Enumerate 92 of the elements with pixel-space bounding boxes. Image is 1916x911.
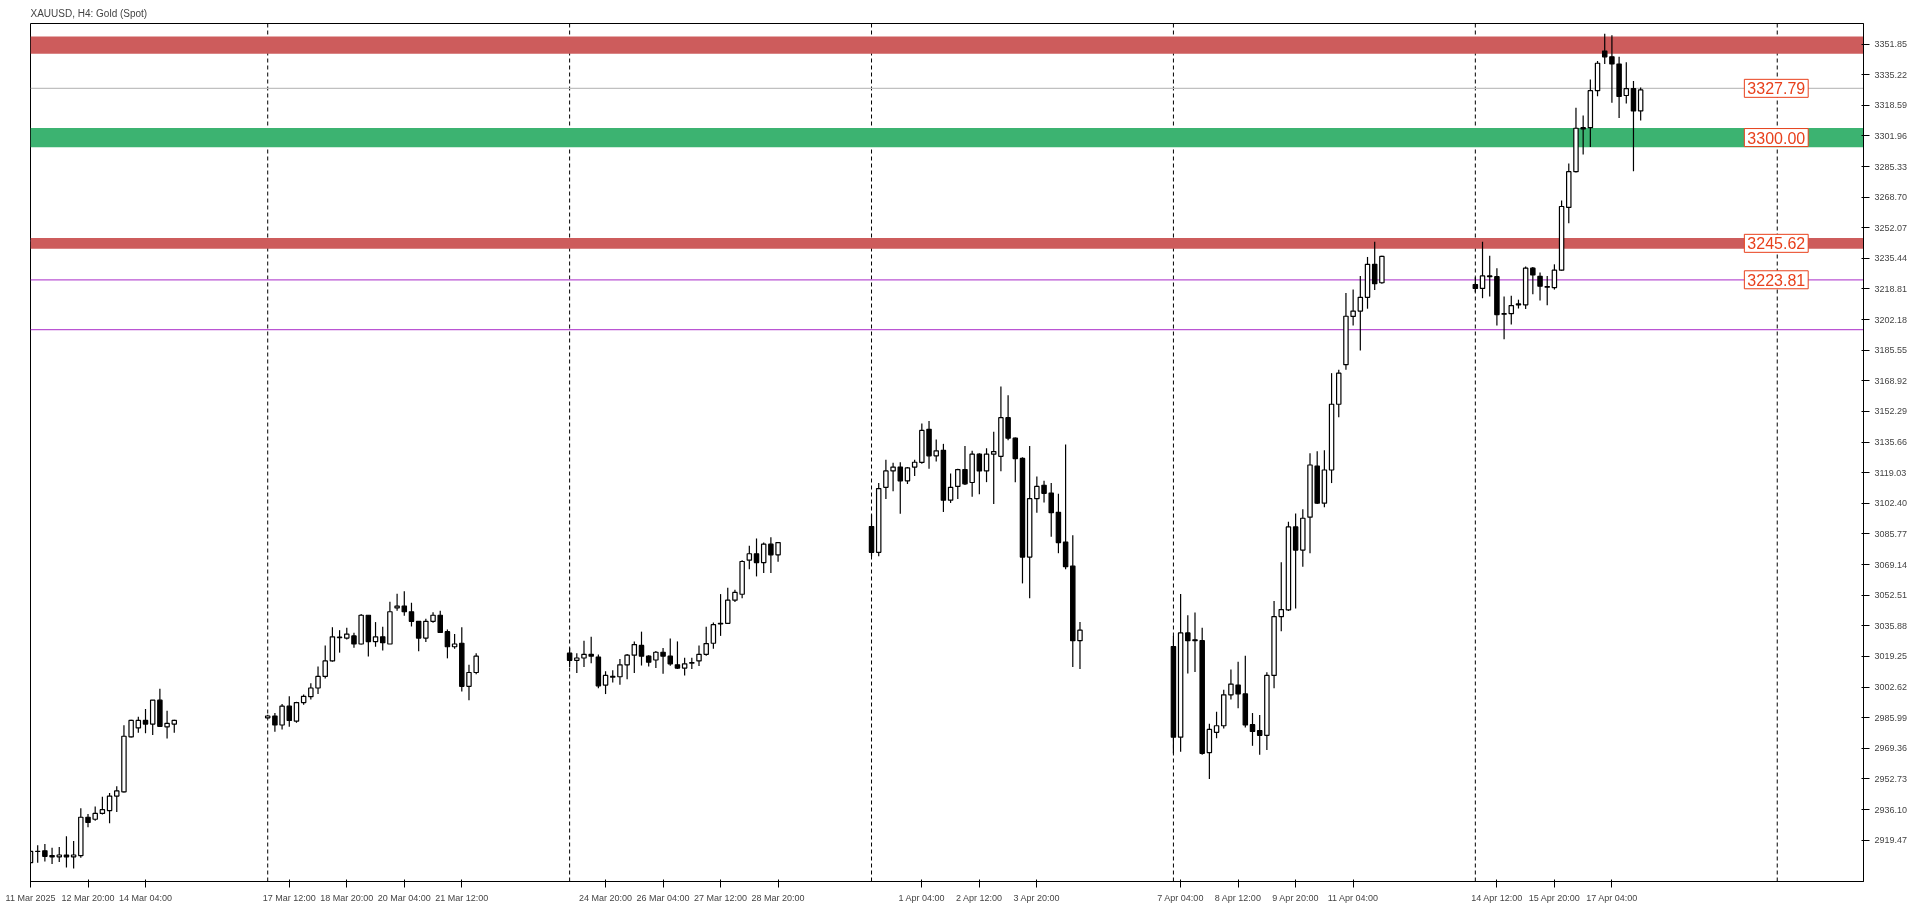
band-label: 3300.00 bbox=[1747, 129, 1806, 147]
x-tick-label: 20 Mar 04:00 bbox=[377, 892, 431, 903]
candlestick bbox=[710, 621, 717, 650]
ref-line-label: 3327.79 bbox=[1747, 80, 1806, 98]
candlestick bbox=[624, 653, 630, 680]
candlestick bbox=[1479, 241, 1486, 299]
candlestick bbox=[1544, 275, 1550, 306]
y-tick-label: 3052.51 bbox=[1874, 590, 1908, 601]
candlestick bbox=[753, 537, 760, 578]
candlestick bbox=[638, 631, 645, 667]
y-tick-label: 2985.99 bbox=[1874, 712, 1908, 723]
y-tick-label: 3301.96 bbox=[1874, 130, 1908, 141]
candlestick bbox=[322, 644, 328, 680]
y-tick-label: 2919.47 bbox=[1874, 835, 1908, 846]
y-tick-label: 3019.25 bbox=[1874, 651, 1908, 662]
candlestick bbox=[602, 670, 609, 695]
candlestick bbox=[1530, 266, 1536, 295]
x-tick-label: 17 Mar 12:00 bbox=[262, 892, 316, 903]
y-tick-label: 3119.03 bbox=[1874, 467, 1907, 478]
candlestick bbox=[703, 626, 709, 657]
candlestick bbox=[372, 621, 379, 648]
candlestick bbox=[947, 472, 954, 504]
candlestick bbox=[1637, 86, 1644, 122]
x-tick-label: 11 Mar 2025 bbox=[5, 892, 56, 903]
candlestick bbox=[1249, 712, 1256, 747]
candlestick bbox=[1206, 723, 1213, 780]
x-tick-label: 11 Apr 04:00 bbox=[1327, 892, 1379, 903]
y-tick-label: 3069.14 bbox=[1874, 559, 1908, 570]
candlestick bbox=[696, 644, 702, 667]
y-tick-label: 3085.77 bbox=[1874, 528, 1908, 539]
y-tick-label: 3252.07 bbox=[1874, 222, 1908, 233]
y-tick-label: 2936.10 bbox=[1874, 804, 1908, 815]
chart-title: XAUUSD, H4: Gold (Spot) bbox=[30, 7, 148, 19]
y-tick-label: 2952.73 bbox=[1874, 773, 1908, 784]
candlestick bbox=[983, 447, 990, 483]
y-tick-label: 3202.18 bbox=[1874, 314, 1908, 325]
y-tick-label: 3268.70 bbox=[1874, 192, 1908, 203]
candlestick bbox=[1292, 512, 1299, 610]
candlestick bbox=[1256, 714, 1263, 756]
x-tick-label: 7 Apr 04:00 bbox=[1157, 892, 1204, 903]
candlestick bbox=[674, 640, 681, 670]
x-tick-label: 24 Mar 20:00 bbox=[579, 892, 633, 903]
x-tick-label: 18 Mar 20:00 bbox=[320, 892, 374, 903]
y-tick-label: 3102.40 bbox=[1874, 498, 1908, 509]
y-tick-label: 3002.62 bbox=[1874, 682, 1908, 693]
y-tick-label: 3351.85 bbox=[1874, 39, 1908, 50]
y-tick-label: 3318.59 bbox=[1874, 100, 1908, 111]
y-tick-label: 3285.33 bbox=[1874, 161, 1908, 172]
candlestick bbox=[315, 665, 321, 695]
candlestick bbox=[717, 593, 724, 637]
y-tick-label: 3152.29 bbox=[1874, 406, 1908, 417]
candlestick bbox=[667, 637, 674, 667]
x-tick-label: 2 Apr 12:00 bbox=[956, 892, 1003, 903]
candlestick bbox=[444, 628, 451, 659]
x-tick-label: 9 Apr 20:00 bbox=[1272, 892, 1319, 903]
x-tick-label: 1 Apr 04:00 bbox=[898, 892, 945, 903]
candlestick bbox=[631, 640, 638, 674]
x-tick-label: 12 Mar 20:00 bbox=[61, 892, 115, 903]
x-tick-label: 8 Apr 12:00 bbox=[1214, 892, 1261, 903]
ref-line-label: 3223.81 bbox=[1747, 271, 1806, 289]
x-tick-label: 14 Apr 12:00 bbox=[1471, 892, 1523, 903]
y-tick-label: 3035.88 bbox=[1874, 620, 1908, 631]
x-tick-label: 28 Mar 20:00 bbox=[751, 892, 805, 903]
x-tick-label: 17 Apr 04:00 bbox=[1586, 892, 1638, 903]
candlestick bbox=[883, 459, 889, 500]
x-tick-label: 15 Apr 20:00 bbox=[1528, 892, 1580, 903]
y-tick-label: 3135.66 bbox=[1874, 437, 1908, 448]
candlestick bbox=[1630, 80, 1637, 172]
y-tick-label: 3168.92 bbox=[1874, 375, 1908, 386]
candlestick bbox=[70, 840, 77, 870]
y-tick-label: 2969.36 bbox=[1874, 743, 1908, 754]
candlestick bbox=[746, 545, 753, 570]
candlestick bbox=[63, 835, 70, 869]
candlestick bbox=[1357, 275, 1364, 352]
y-tick-label: 3185.55 bbox=[1874, 345, 1908, 356]
candlestick bbox=[142, 708, 149, 734]
candlestick bbox=[1213, 711, 1220, 739]
x-tick-label: 26 Mar 04:00 bbox=[636, 892, 690, 903]
candlestick bbox=[408, 602, 415, 628]
x-tick-label: 27 Mar 12:00 bbox=[694, 892, 748, 903]
candlestick bbox=[415, 620, 422, 652]
x-tick-label: 14 Mar 04:00 bbox=[119, 892, 173, 903]
y-tick-label: 3218.81 bbox=[1874, 283, 1908, 294]
band-label: 3245.62 bbox=[1747, 235, 1806, 253]
x-tick-label: 21 Mar 12:00 bbox=[435, 892, 489, 903]
y-tick-label: 3335.22 bbox=[1874, 69, 1908, 80]
candlestick bbox=[574, 652, 580, 674]
candlestick bbox=[976, 452, 983, 495]
x-tick-label: 3 Apr 20:00 bbox=[1013, 892, 1060, 903]
candlestick bbox=[1537, 271, 1543, 302]
candlestick bbox=[106, 792, 113, 824]
y-tick-label: 3235.44 bbox=[1874, 253, 1908, 264]
